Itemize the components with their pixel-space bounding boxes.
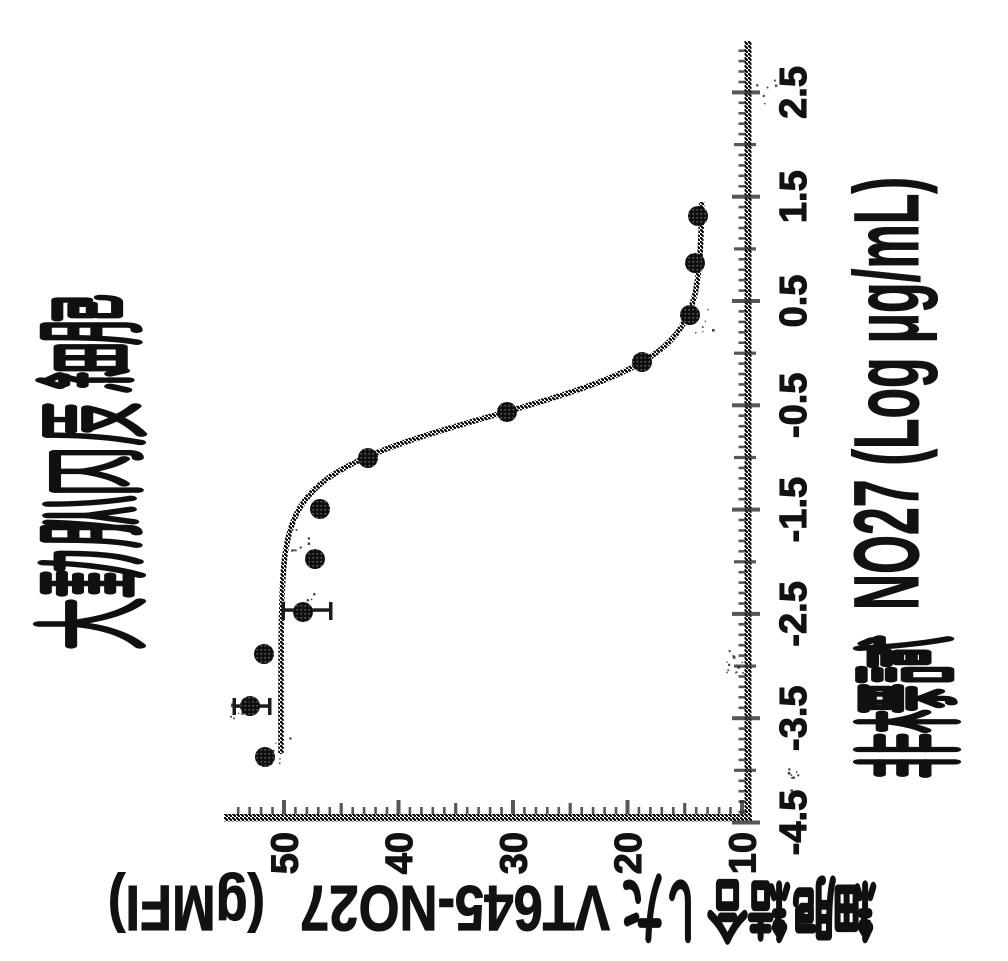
- svg-text:2.5: 2.5: [773, 66, 815, 119]
- svg-text:20: 20: [608, 832, 650, 874]
- svg-text:30: 30: [494, 832, 536, 874]
- svg-text:50: 50: [265, 832, 307, 874]
- svg-text:0.5: 0.5: [773, 275, 815, 328]
- svg-text:NO27 (Log μg/mL): NO27 (Log μg/mL): [836, 177, 938, 610]
- svg-text:-0.5: -0.5: [773, 373, 815, 438]
- svg-text:1.5: 1.5: [773, 170, 815, 223]
- svg-text:-3.5: -3.5: [773, 685, 815, 750]
- svg-text:(gMFI): (gMFI): [108, 872, 265, 944]
- svg-text:10: 10: [723, 832, 765, 874]
- svg-text:40: 40: [379, 832, 421, 874]
- svg-text:-4.5: -4.5: [773, 790, 815, 855]
- svg-text:-2.5: -2.5: [773, 581, 815, 646]
- svg-text:-1.5: -1.5: [773, 477, 815, 542]
- svg-text:VT645-NO27: VT645-NO27: [300, 872, 610, 944]
